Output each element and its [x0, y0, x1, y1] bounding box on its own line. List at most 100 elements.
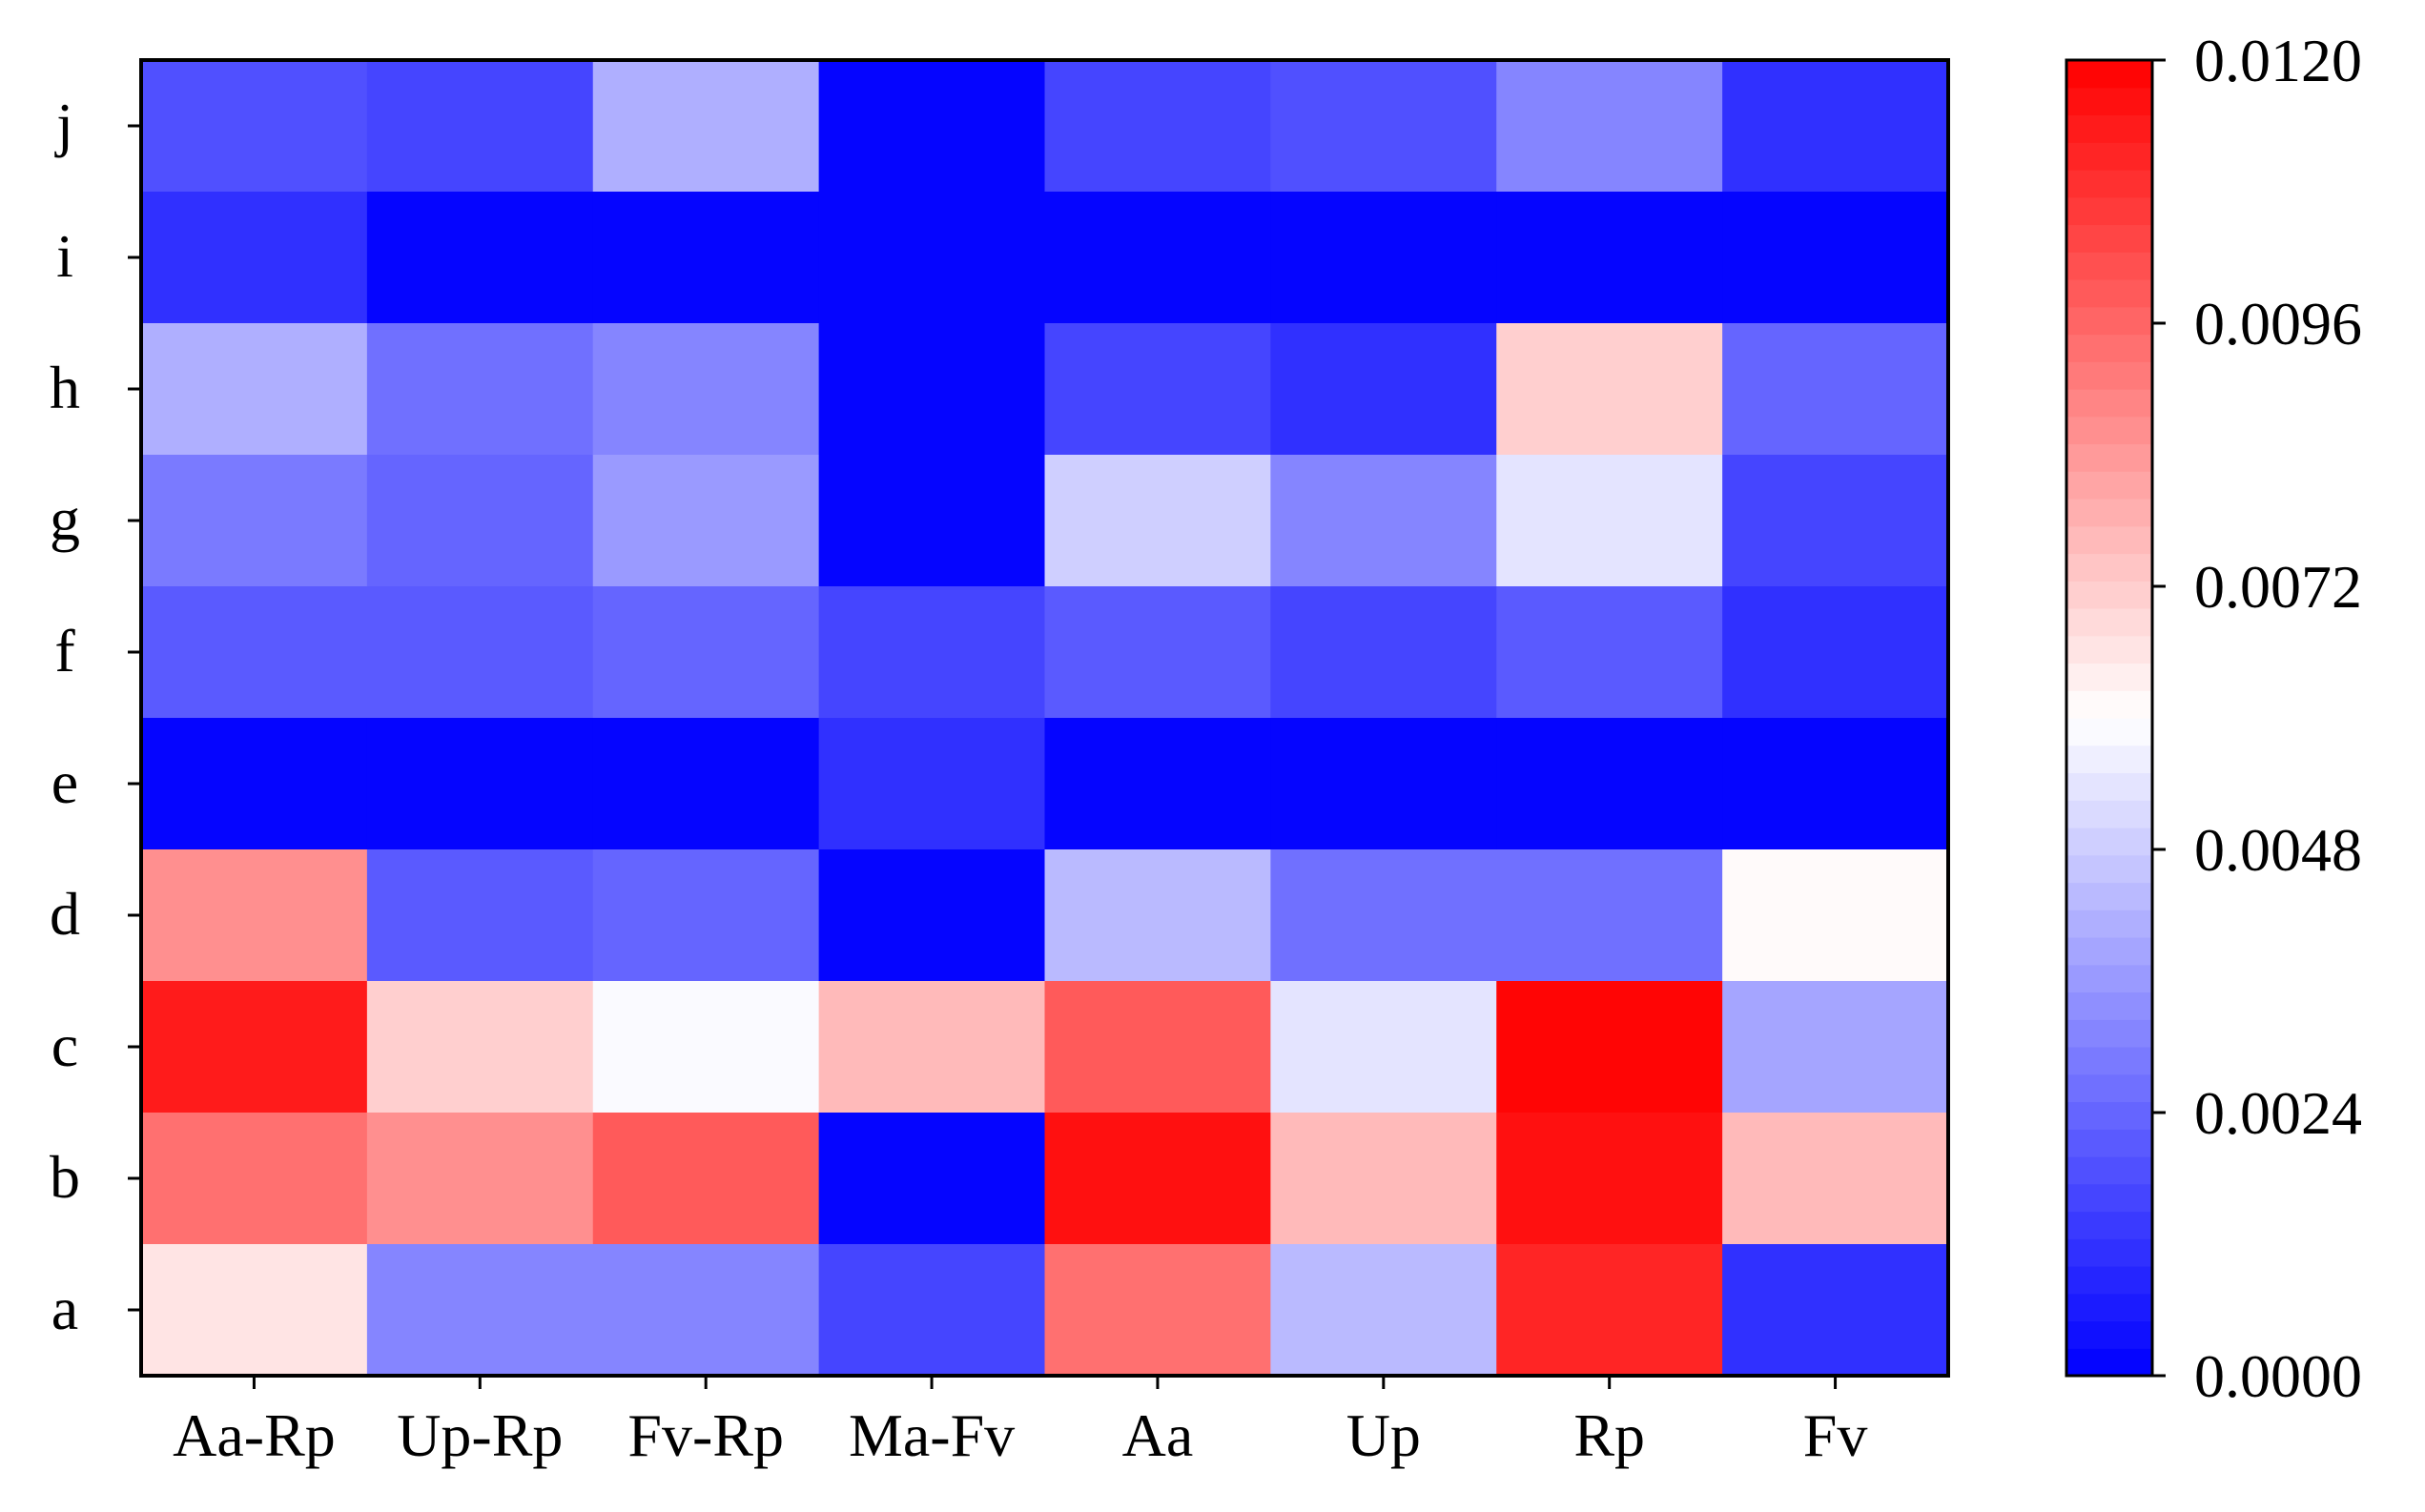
colorbar-band: [2066, 772, 2152, 801]
y-tick-label: i: [56, 222, 73, 290]
colorbar-band: [2066, 416, 2152, 445]
colorbar-band: [2066, 1238, 2152, 1267]
y-tick-label: d: [50, 880, 80, 948]
heatmap-cell: [592, 192, 820, 324]
heatmap-cell: [1270, 455, 1497, 587]
colorbar-band: [2066, 1211, 2152, 1239]
heatmap-cell: [366, 718, 594, 850]
colorbar-band: [2066, 553, 2152, 582]
heatmap-cell: [1044, 1244, 1271, 1377]
heatmap-cell: [366, 60, 594, 193]
colorbar-band: [2066, 909, 2152, 938]
heatmap-cell: [1270, 1113, 1497, 1245]
colorbar-band: [2066, 991, 2152, 1020]
colorbar-band: [2066, 170, 2152, 198]
heatmap-cell: [1270, 60, 1497, 193]
colorbar-band: [2066, 882, 2152, 910]
heatmap-cell: [592, 1113, 820, 1245]
colorbar-band: [2066, 389, 2152, 418]
heatmap-cell: [1044, 1113, 1271, 1245]
heatmap-cell: [366, 849, 594, 982]
heatmap-cells: [141, 60, 1949, 1377]
x-axis: Aa-Rp Up-Rp Fv-Rp Ma-Fv Aa Up Rp Fv: [173, 1376, 1867, 1469]
heatmap-cell: [1044, 60, 1271, 193]
colorbar-tick-label: 0.0024: [2194, 1079, 2362, 1147]
colorbar-band: [2066, 471, 2152, 500]
heatmap-cell: [818, 455, 1046, 587]
y-tick-label: g: [50, 485, 80, 553]
heatmap-cell: [141, 981, 368, 1114]
heatmap-cell: [1722, 192, 1949, 324]
colorbar-band: [2066, 114, 2152, 143]
x-tick-label: Aa: [1122, 1401, 1194, 1469]
y-tick-label: a: [51, 1275, 78, 1342]
heatmap-cell: [818, 849, 1046, 982]
colorbar-band: [2066, 1348, 2152, 1377]
colorbar-band: [2066, 1019, 2152, 1048]
x-tick-label: Aa-Rp: [173, 1401, 336, 1469]
colorbar-band: [2066, 306, 2152, 336]
heatmap-cell: [1044, 586, 1271, 719]
heatmap-cell: [1270, 718, 1497, 850]
colorbar-frame: [2065, 58, 2154, 1378]
heatmap-cell: [1496, 1244, 1723, 1377]
colorbar-band: [2066, 1183, 2152, 1213]
colorbar-band: [2066, 499, 2152, 527]
heatmap-cell: [592, 323, 820, 456]
colorbar-band: [2066, 196, 2152, 226]
heatmap-cell: [818, 60, 1046, 193]
colorbar-band: [2066, 745, 2152, 774]
heatmap-cell: [1044, 323, 1271, 456]
colorbar-band: [2066, 635, 2152, 664]
heatmap-cell: [592, 718, 820, 850]
heatmap-cell: [141, 455, 368, 587]
heatmap-cell: [818, 1113, 1046, 1245]
colorbar-band: [2066, 279, 2152, 308]
colorbar: 0.0000 0.0024 0.0048 0.0072 0.0096 0.0120: [2065, 27, 2362, 1410]
heatmap-cell: [141, 718, 368, 850]
colorbar-band: [2066, 60, 2152, 89]
colorbar-band: [2066, 1320, 2152, 1349]
heatmap-cell: [1722, 981, 1949, 1114]
colorbar-band: [2066, 800, 2152, 828]
colorbar-band: [2066, 937, 2152, 966]
colorbar-band: [2066, 690, 2152, 719]
colorbar-tick-label: 0.0048: [2194, 816, 2362, 884]
heatmap-cell: [1270, 192, 1497, 324]
heatmap-cell: [1270, 981, 1497, 1114]
heatmap-cell: [366, 1244, 594, 1377]
heatmap-cell: [1496, 586, 1723, 719]
colorbar-band: [2066, 525, 2152, 555]
heatmap-cell: [1496, 60, 1723, 193]
heatmap-cell: [1496, 455, 1723, 587]
colorbar-band: [2066, 224, 2152, 253]
colorbar-tick-label: 0.0096: [2194, 290, 2362, 358]
heatmap-cell: [141, 1113, 368, 1245]
colorbar-band: [2066, 252, 2152, 280]
colorbar-band: [2066, 718, 2152, 746]
x-tick-label: Fv: [1803, 1401, 1868, 1469]
colorbar-band: [2066, 334, 2152, 362]
colorbar-tick-label: 0.0120: [2194, 27, 2362, 94]
heatmap-cell: [818, 981, 1046, 1114]
x-tick-label: Rp: [1573, 1401, 1645, 1469]
colorbar-band: [2066, 663, 2152, 691]
heatmap-cell: [141, 849, 368, 982]
colorbar-band: [2066, 608, 2152, 637]
colorbar-band: [2066, 828, 2152, 856]
heatmap-cell: [1722, 60, 1949, 193]
colorbar-band: [2066, 1266, 2152, 1295]
y-tick-label: b: [50, 1143, 80, 1211]
colorbar-tick-label: 0.0072: [2194, 553, 2362, 621]
heatmap-cell: [1496, 981, 1723, 1114]
heatmap-cell: [818, 1244, 1046, 1377]
heatmap-cell: [1270, 1244, 1497, 1377]
heatmap-cell: [1722, 586, 1949, 719]
heatmap-cell: [1722, 455, 1949, 587]
x-tick-label: Up: [1346, 1401, 1421, 1469]
heatmap-cell: [141, 323, 368, 456]
heatmap-cell: [1496, 192, 1723, 324]
y-tick-label: h: [50, 354, 80, 421]
colorbar-band: [2066, 142, 2152, 171]
